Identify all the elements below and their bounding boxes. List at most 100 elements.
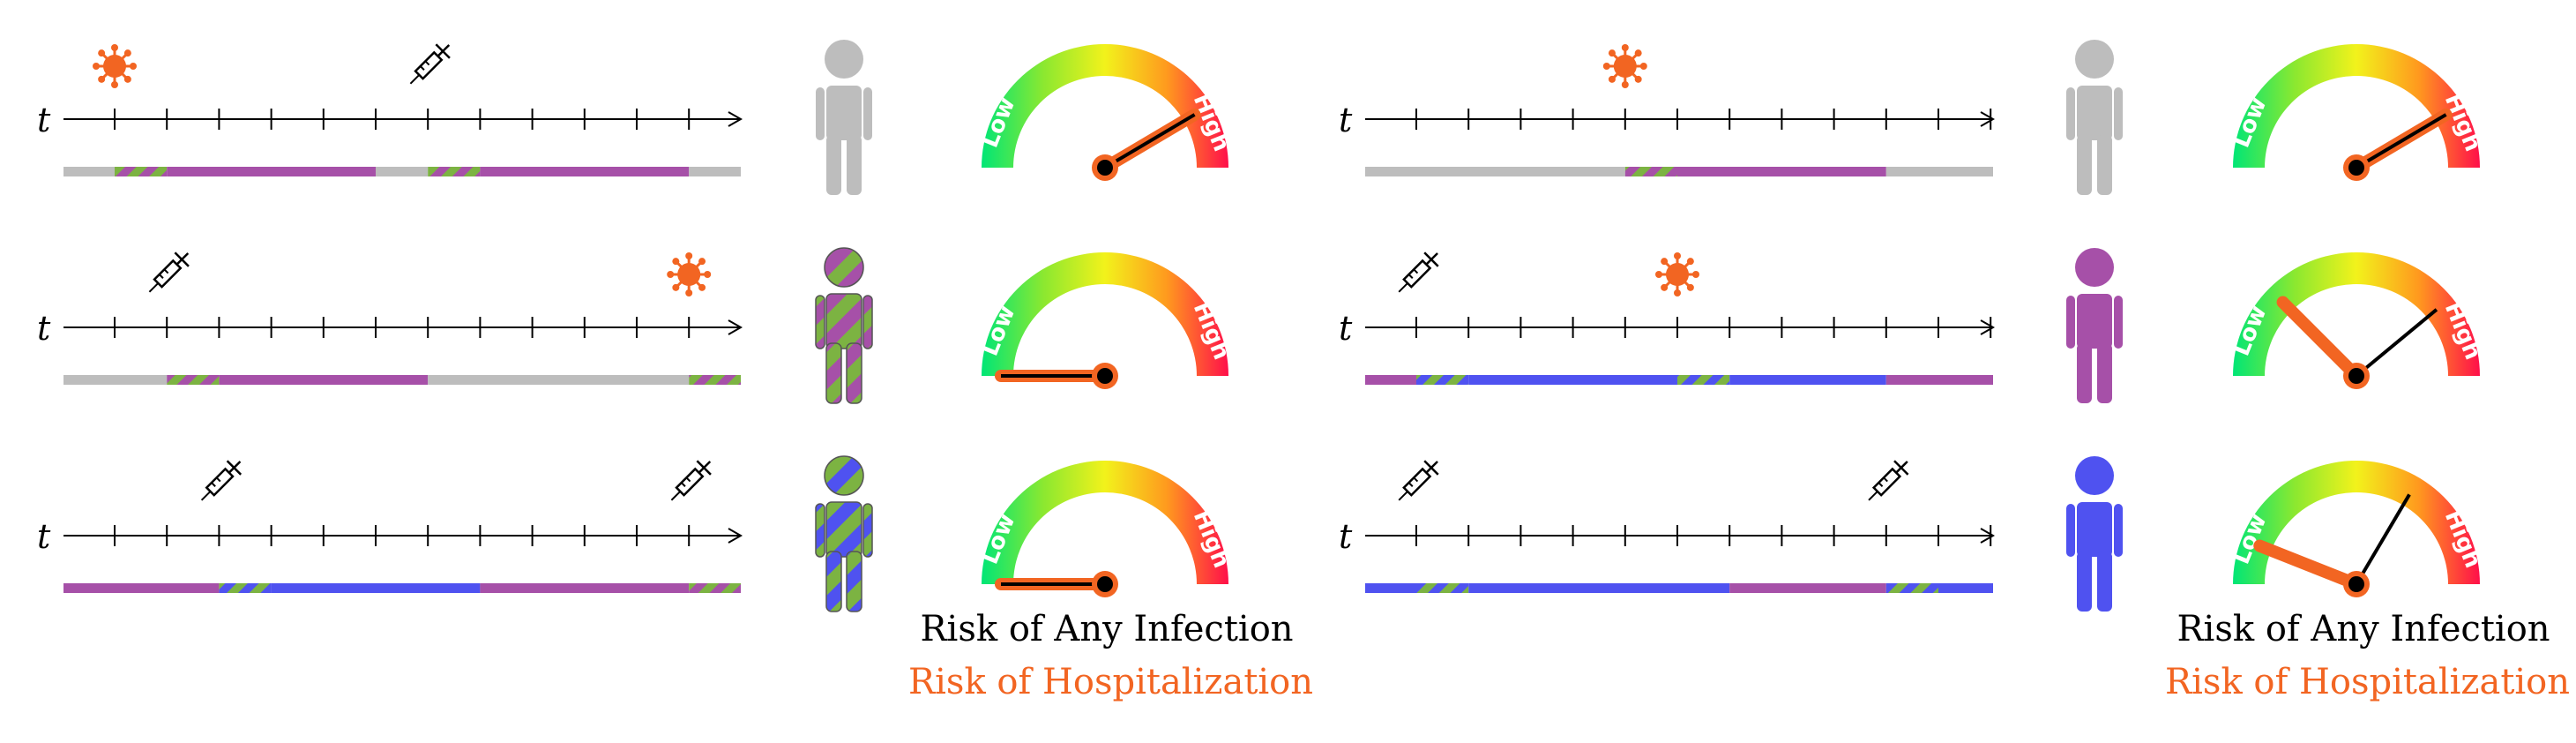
immunity-segment <box>1729 583 1886 593</box>
immunity-segment <box>689 583 741 593</box>
syringe-icon <box>409 43 451 85</box>
risk-gauge: Low High <box>2229 44 2486 181</box>
axis-arrow <box>728 111 743 127</box>
virus-icon <box>1655 252 1699 296</box>
axis-arrow <box>1980 319 1996 335</box>
immunity-segment <box>63 583 220 593</box>
time-axis-label: t <box>1339 309 1353 348</box>
scenario-row: t Low High <box>37 247 1235 404</box>
axis-arrow <box>728 528 743 544</box>
gauge-hub-center <box>2348 160 2364 176</box>
immunity-segment <box>1938 583 1993 593</box>
immunity-segment <box>1416 583 1469 593</box>
risk-gauge: Low High <box>977 44 1235 181</box>
syringe-icon <box>148 251 190 293</box>
gauge-arc <box>2233 252 2480 376</box>
syringe-icon <box>1398 251 1439 293</box>
syringe-icon <box>1398 460 1439 501</box>
infection-needle <box>2355 308 2438 378</box>
gauge-arc <box>982 461 1228 584</box>
virus-icon <box>1602 44 1647 88</box>
legend-right: Risk of Any Infection Risk of Hospitaliz… <box>2165 609 2571 702</box>
immunity-segment <box>1624 167 1677 176</box>
gauge-hub-center <box>1097 160 1113 176</box>
risk-gauge: Low High <box>977 252 1235 389</box>
immunity-segment <box>1885 167 1993 176</box>
immunity-segment <box>376 167 429 176</box>
time-axis-label: t <box>1339 101 1353 139</box>
immunity-segment <box>1365 167 1625 176</box>
immunity-segment <box>271 583 481 593</box>
scenario-row: t Low High <box>1339 456 2486 612</box>
syringe-icon <box>200 460 243 501</box>
immunity-segment <box>1729 375 1886 385</box>
gauge-hub-center <box>2348 368 2364 384</box>
gauge-arc <box>982 252 1228 376</box>
gauge-hub-center <box>2348 576 2364 592</box>
virus-icon <box>667 252 712 296</box>
time-axis-label: t <box>37 309 51 348</box>
immunity-segment <box>167 375 220 385</box>
scenario-row: t Low High <box>37 40 1235 195</box>
panel-1: t Low High t Low High t Low High <box>37 40 1235 612</box>
immunity-segment <box>1416 375 1469 385</box>
immunity-segment <box>428 375 690 385</box>
immunity-segment <box>219 583 272 593</box>
person-icon <box>2066 456 2123 612</box>
hospitalization-needle <box>2253 539 2363 590</box>
immunity-segment <box>689 375 741 385</box>
scenario-row: t Low High <box>1339 248 2486 403</box>
immunity-segment <box>1365 583 1416 593</box>
risk-gauge: Low High <box>977 461 1235 597</box>
legend-left: Risk of Any Infection Risk of Hospitaliz… <box>908 609 1314 702</box>
immunity-segment <box>1885 375 1993 385</box>
legend-hospitalization: Risk of Hospitalization <box>2165 662 2571 702</box>
legend-hospitalization: Risk of Hospitalization <box>908 662 1314 702</box>
immunity-segment <box>219 375 429 385</box>
virus-icon <box>93 44 137 88</box>
gauge-hub-center <box>1097 576 1113 592</box>
time-axis-label: t <box>37 517 51 556</box>
gauge-arc <box>2233 44 2480 168</box>
immunity-segment <box>115 167 168 176</box>
infection-needle <box>2355 493 2411 586</box>
immunity-segment <box>63 167 115 176</box>
gauge-hub-center <box>1097 368 1113 384</box>
immunity-segment <box>689 167 741 176</box>
scenario-row: t Low High <box>37 455 1235 612</box>
risk-gauge: Low High <box>2229 252 2486 389</box>
immunity-segment <box>1885 583 1938 593</box>
axis-arrow <box>1980 528 1996 544</box>
person-icon <box>815 455 873 612</box>
time-axis-label: t <box>1339 517 1353 556</box>
axis-arrow <box>1980 111 1996 127</box>
person-icon <box>816 40 872 195</box>
time-axis-label: t <box>37 101 51 139</box>
gauge-arc <box>982 44 1228 168</box>
hospitalization-needle <box>2276 296 2363 382</box>
infection-needle <box>2355 113 2447 169</box>
immunity-segment <box>1677 375 1730 385</box>
syringe-icon <box>670 460 712 501</box>
immunity-segment <box>167 167 376 176</box>
panel-2: t Low High t Low High t Low High <box>1339 40 2486 612</box>
syringe-icon <box>1868 460 1909 501</box>
immunity-segment <box>1468 583 1730 593</box>
immunity-segment <box>428 167 481 176</box>
immunity-segment <box>1677 167 1886 176</box>
gauge-arc <box>2233 461 2480 584</box>
legend-any-infection: Risk of Any Infection <box>920 609 1294 649</box>
scenario-row: t Low High <box>1339 40 2486 195</box>
person-icon <box>2066 40 2123 195</box>
immunity-segment <box>480 583 690 593</box>
immunity-segment <box>480 167 690 176</box>
person-icon <box>815 247 873 404</box>
infection-needle <box>1103 113 1196 169</box>
immunity-segment <box>1365 375 1416 385</box>
risk-gauge: Low High <box>2229 461 2486 597</box>
legend-any-infection: Risk of Any Infection <box>2177 609 2550 649</box>
person-icon <box>2066 248 2123 403</box>
immunity-segment <box>1468 375 1677 385</box>
immunity-segment <box>63 375 168 385</box>
